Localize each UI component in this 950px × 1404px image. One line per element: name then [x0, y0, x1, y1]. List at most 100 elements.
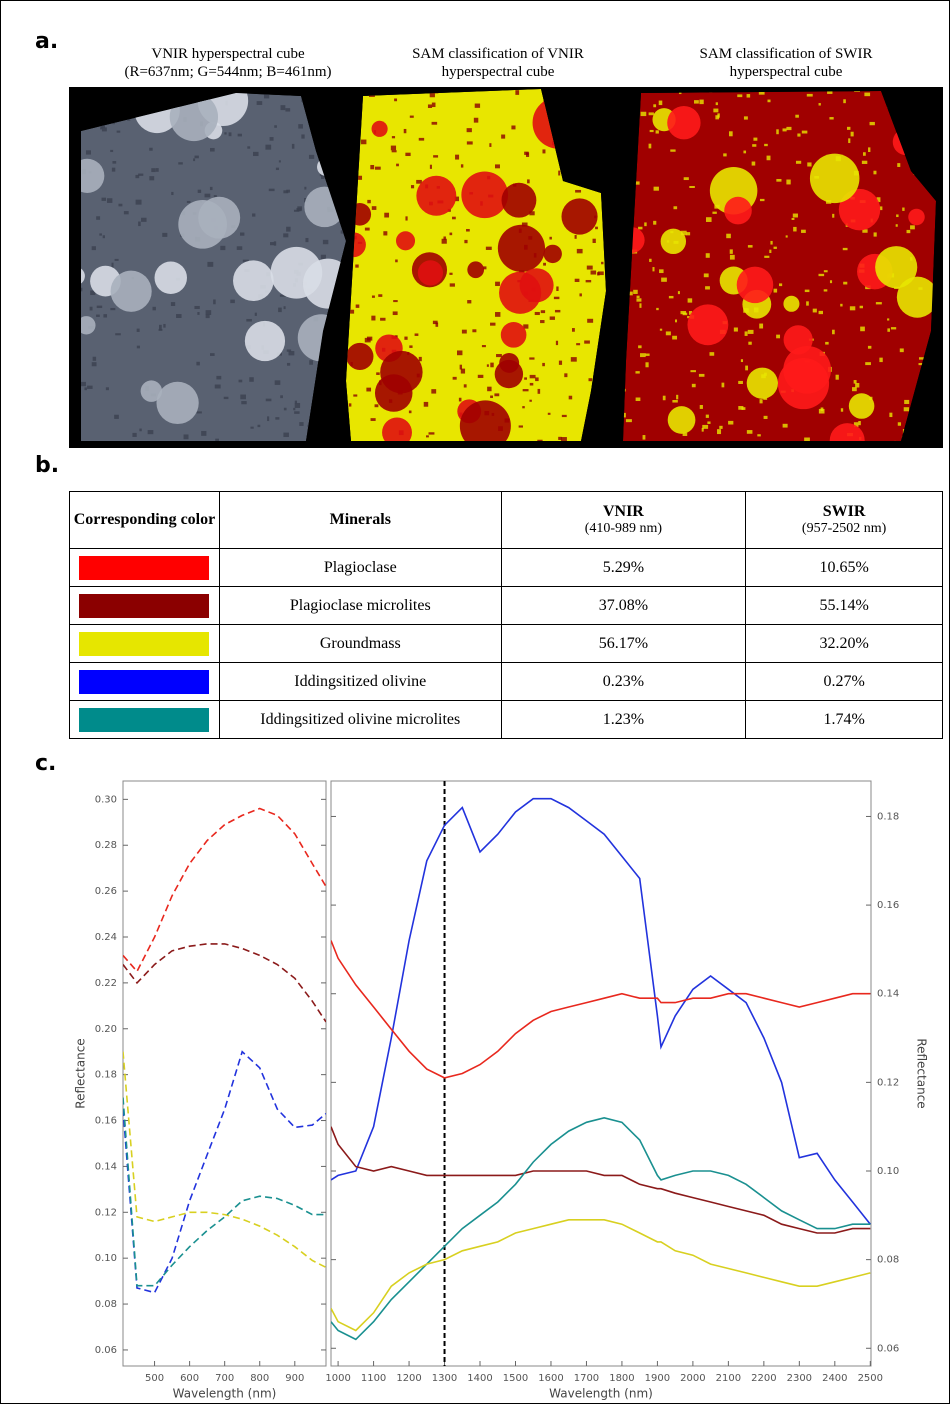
image-speck	[136, 200, 142, 205]
image-speck	[836, 375, 839, 380]
image-speck	[649, 112, 654, 115]
image-speck	[361, 140, 366, 145]
image-speck	[106, 387, 109, 390]
image-speck	[876, 302, 882, 304]
color-cell	[70, 701, 220, 739]
image-speck	[304, 187, 306, 190]
header-cell: VNIR(410-989 nm)	[501, 492, 746, 549]
image-speck	[690, 370, 696, 372]
image-speck	[641, 112, 647, 116]
image-speck	[579, 293, 581, 296]
image-speck	[229, 132, 232, 136]
image-speck	[636, 398, 641, 402]
image-speck	[87, 386, 92, 389]
image-speck	[349, 403, 352, 406]
image-speck	[744, 116, 748, 119]
image-speck	[874, 232, 877, 236]
spectrum-line	[123, 944, 326, 1022]
panel-label: a.	[35, 29, 58, 54]
image-speck	[404, 337, 407, 340]
image-speck	[295, 403, 300, 408]
image-speck	[898, 422, 901, 425]
image-speck	[786, 127, 791, 130]
image-speck	[395, 260, 398, 263]
image-speck	[649, 259, 651, 262]
image-speck	[659, 101, 663, 106]
image-speck	[80, 382, 86, 386]
image-speck	[443, 236, 445, 239]
x-tick-label: 2500	[858, 1373, 883, 1384]
image-speck	[103, 314, 107, 317]
table-row: Plagioclase microlites37.08%55.14%	[70, 587, 943, 625]
image-speck	[819, 103, 821, 106]
image-speck	[371, 418, 376, 421]
x-tick-label: 2400	[822, 1373, 847, 1384]
image-speck	[474, 118, 478, 123]
y-tick-label: 0.16	[877, 900, 899, 911]
image-speck	[752, 162, 756, 166]
image-speck	[726, 234, 731, 238]
image-blob	[501, 322, 527, 348]
y-axis-label: Reflectance	[74, 1038, 88, 1108]
image-speck	[527, 179, 530, 183]
image-blob	[875, 246, 917, 288]
image-speck	[482, 345, 486, 347]
image-speck	[694, 100, 699, 103]
image-speck	[358, 176, 362, 180]
image-speck	[92, 362, 97, 366]
image-speck	[745, 366, 748, 371]
image-speck	[813, 309, 817, 313]
image-speck	[684, 177, 689, 180]
image-speck	[526, 152, 529, 157]
image-speck	[156, 168, 159, 172]
image-speck	[197, 411, 202, 413]
image-speck	[562, 415, 567, 417]
header-title: Corresponding color	[74, 511, 215, 528]
image-blob	[737, 267, 774, 304]
y-tick-label: 0.06	[95, 1345, 117, 1356]
image-speck	[380, 318, 385, 321]
image-blob	[467, 261, 484, 278]
image-speck	[495, 312, 500, 317]
image-speck	[409, 345, 412, 348]
x-tick-label: 1700	[574, 1373, 599, 1384]
image-speck	[741, 407, 745, 410]
image-speck	[774, 247, 777, 249]
image-speck	[587, 319, 593, 323]
image-speck	[700, 405, 703, 409]
image-speck	[240, 395, 246, 400]
image-speck	[635, 371, 639, 373]
image-speck	[707, 421, 710, 423]
image-speck	[196, 362, 199, 366]
image-speck	[267, 416, 269, 421]
image-speck	[764, 144, 768, 146]
spectrum-line	[123, 1052, 326, 1268]
x-tick-label: 2200	[751, 1373, 776, 1384]
table-cell: Iddingsitized olivine	[219, 663, 501, 701]
y-tick-label: 0.18	[95, 1070, 117, 1081]
image-speck	[818, 274, 824, 276]
image-speck	[728, 421, 733, 425]
image-speck	[829, 117, 833, 119]
image-speck	[453, 377, 457, 380]
image-speck	[792, 218, 795, 220]
image-speck	[855, 383, 859, 387]
image-speck	[375, 167, 381, 170]
x-tick-label: 2100	[716, 1373, 741, 1384]
image-speck	[713, 109, 718, 113]
y-tick-label: 0.28	[95, 840, 117, 851]
image-speck	[279, 160, 281, 162]
image-blob	[502, 183, 537, 218]
image-speck	[464, 240, 467, 243]
image-speck	[656, 130, 659, 133]
image-speck	[759, 324, 763, 329]
image-speck	[249, 377, 254, 382]
image-speck	[411, 185, 414, 188]
image-speck	[495, 164, 500, 168]
image-speck	[490, 323, 495, 326]
header-title: Minerals	[330, 511, 391, 528]
image-speck	[801, 230, 806, 233]
image-blob	[346, 343, 373, 370]
image-speck	[376, 372, 380, 375]
y-tick-label: 0.08	[95, 1299, 117, 1310]
